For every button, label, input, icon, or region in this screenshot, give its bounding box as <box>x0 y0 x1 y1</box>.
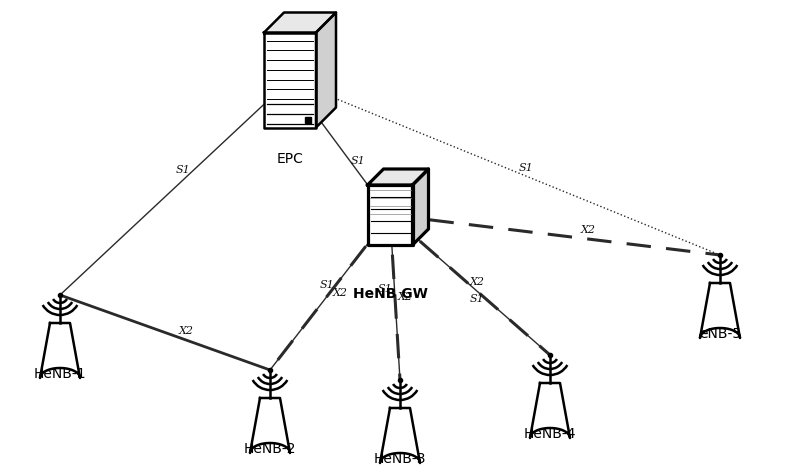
Polygon shape <box>40 323 80 378</box>
Text: S1: S1 <box>378 284 393 294</box>
Text: X2: X2 <box>398 292 413 302</box>
Polygon shape <box>530 383 570 438</box>
Polygon shape <box>250 398 290 453</box>
Text: S1: S1 <box>320 280 334 290</box>
Text: X2: X2 <box>333 287 347 298</box>
Text: HeNB-2: HeNB-2 <box>244 442 296 456</box>
Text: X2: X2 <box>581 225 595 235</box>
Text: HeNB-4: HeNB-4 <box>524 427 576 441</box>
Polygon shape <box>316 13 336 127</box>
Polygon shape <box>367 169 429 185</box>
Polygon shape <box>264 13 336 32</box>
Text: S1: S1 <box>519 163 534 173</box>
Text: X2: X2 <box>178 326 194 336</box>
Text: EPC: EPC <box>277 152 303 166</box>
Text: S1: S1 <box>350 156 366 166</box>
Polygon shape <box>264 32 316 127</box>
Text: X2: X2 <box>470 277 484 287</box>
Text: HeNB GW: HeNB GW <box>353 287 427 301</box>
Text: HeNB-3: HeNB-3 <box>374 452 426 466</box>
Polygon shape <box>380 408 420 463</box>
Polygon shape <box>367 185 413 245</box>
Polygon shape <box>413 169 429 245</box>
Polygon shape <box>700 283 740 338</box>
Text: eNB-5: eNB-5 <box>699 327 741 341</box>
Text: S1: S1 <box>470 294 484 304</box>
Text: S1: S1 <box>176 165 190 176</box>
Text: HeNB-1: HeNB-1 <box>34 367 86 381</box>
